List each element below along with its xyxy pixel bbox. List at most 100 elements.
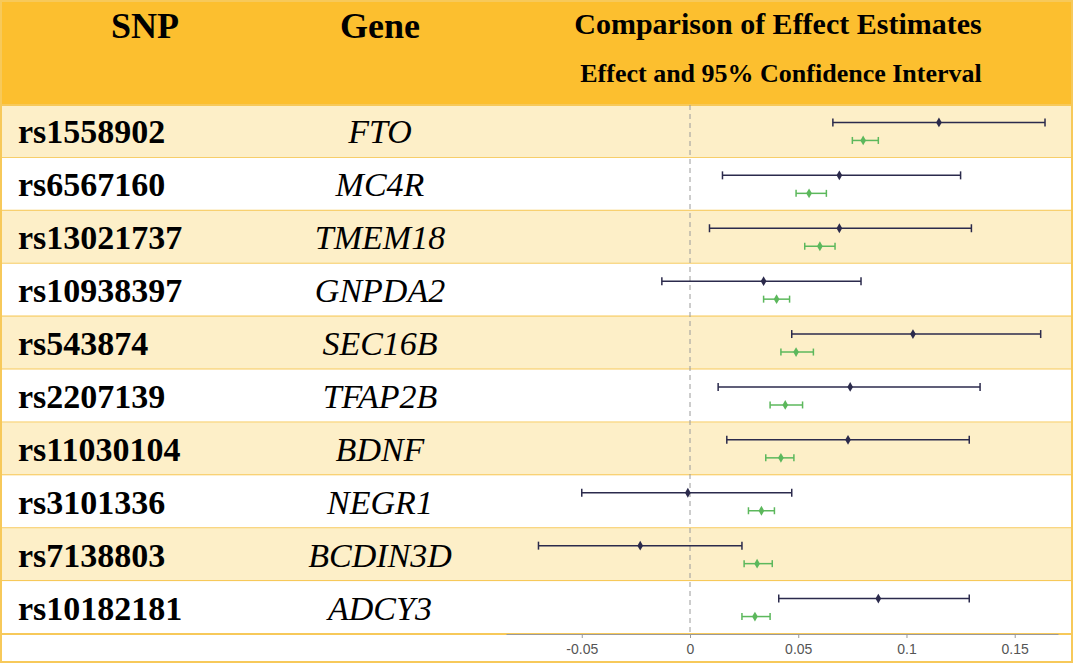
error-cap [769, 613, 771, 620]
point [845, 435, 851, 445]
row-background [0, 211, 1073, 264]
snp-label: rs13021737 [18, 219, 182, 256]
x-axis: -0.0500.050.10.15 [507, 634, 1059, 657]
gene-label: MC4R [335, 166, 425, 203]
error-cap [852, 137, 854, 144]
point [759, 506, 765, 516]
error-cap [968, 436, 970, 444]
point [752, 612, 758, 622]
error-cap [834, 243, 836, 250]
error-cap [971, 224, 973, 232]
error-cap [1044, 118, 1046, 126]
plot-area [538, 105, 1045, 634]
tick-mark [582, 634, 583, 638]
gene-label: ADCY3 [326, 590, 432, 627]
rows [0, 105, 1073, 634]
error-cap [722, 171, 724, 179]
header-band [0, 0, 1073, 105]
error-cap [789, 296, 791, 303]
tick-mark [1015, 634, 1016, 638]
point [817, 241, 823, 251]
error-cap [968, 595, 970, 603]
title: Comparison of Effect Estimates [574, 7, 981, 40]
error-cap [878, 137, 880, 144]
gene-label: BCDIN3D [308, 537, 452, 574]
point [875, 594, 881, 604]
series [538, 118, 1045, 604]
error-cap [813, 349, 815, 356]
error-cap [832, 118, 834, 126]
error-cap [763, 296, 765, 303]
error-cap [538, 542, 540, 550]
error-bar [792, 333, 1041, 335]
row-background [0, 158, 1073, 211]
point [910, 329, 916, 339]
point [637, 541, 643, 551]
snp-label: rs3101336 [18, 484, 165, 521]
row-background [0, 475, 1073, 528]
row-divider [0, 104, 1073, 106]
point [936, 118, 942, 128]
background [0, 0, 1073, 663]
point [837, 223, 843, 233]
point [778, 453, 784, 463]
snp-label: rs7138803 [18, 537, 165, 574]
error-cap [709, 224, 711, 232]
snp-label: rs543874 [18, 325, 148, 362]
column-header: SNP [111, 6, 179, 46]
error-cap [826, 190, 828, 197]
error-cap [765, 454, 767, 461]
row-background [0, 370, 1073, 423]
point [761, 276, 767, 286]
null-line [690, 105, 691, 634]
error-cap [793, 454, 795, 461]
gene-label: TMEM18 [315, 219, 445, 256]
frame [1, 1, 1072, 662]
error-cap [661, 277, 663, 285]
error-cap [772, 560, 774, 567]
snp-label: rs11030104 [18, 431, 180, 468]
tick: 0.1 [897, 634, 917, 657]
error-cap [802, 401, 804, 408]
tick-label: 0.1 [897, 641, 917, 657]
chart: SNP Gene Comparison of Effect Estimates Eff… [0, 0, 1073, 663]
point [847, 382, 853, 392]
point [806, 188, 812, 198]
subtitle: Effect and 95% Confidence Interval [580, 59, 982, 88]
snp-label: rs10182181 [18, 590, 182, 627]
row-background [0, 581, 1073, 634]
tick-label: -0.05 [566, 641, 598, 657]
row-background [0, 422, 1073, 475]
row-background [0, 105, 1073, 158]
row-background [0, 264, 1073, 317]
row-background [0, 528, 1073, 581]
gene-label: TFAP2B [323, 378, 438, 415]
tick-mark [690, 634, 691, 638]
tick-mark [798, 634, 799, 638]
snp-label: rs1558902 [18, 113, 165, 150]
error-cap [804, 243, 806, 250]
snp-label: rs2207139 [18, 378, 165, 415]
error-cap [1040, 330, 1042, 338]
error-cap [780, 349, 782, 356]
error-cap [741, 542, 743, 550]
error-cap [741, 613, 743, 620]
error-cap [778, 595, 780, 603]
snp-label: rs10938397 [18, 272, 182, 309]
error-cap [791, 489, 793, 497]
tick-label: 0.15 [1002, 641, 1029, 657]
point [860, 136, 866, 146]
error-cap [717, 383, 719, 391]
tick: 0.05 [785, 634, 812, 657]
point [782, 400, 788, 410]
error-cap [774, 507, 776, 514]
tick-mark [906, 634, 907, 638]
point [754, 559, 760, 569]
point [793, 347, 799, 357]
series [742, 136, 878, 622]
error-cap [860, 277, 862, 285]
tick: -0.05 [566, 634, 598, 657]
snp-label: rs6567160 [18, 166, 165, 203]
error-cap [581, 489, 583, 497]
column-header: Gene [340, 6, 420, 46]
